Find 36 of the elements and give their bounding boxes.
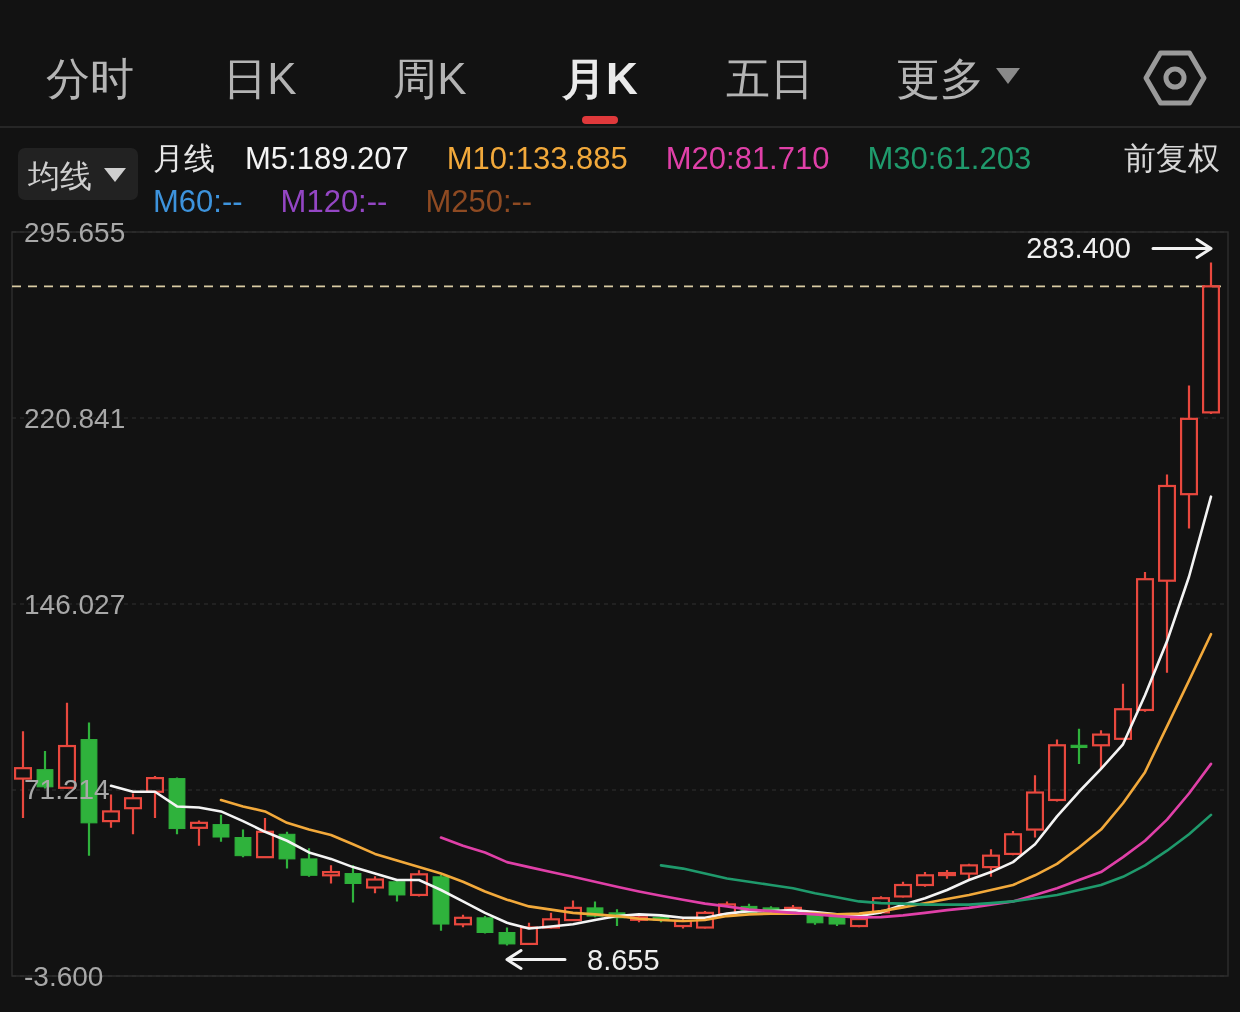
candlestick xyxy=(1157,473,1177,674)
candlestick xyxy=(1091,729,1111,770)
text: M30:61.203 xyxy=(867,140,1032,176)
candlestick xyxy=(1201,261,1221,414)
y-tick-label: 146.027 xyxy=(24,588,126,620)
text: 更多 xyxy=(896,53,984,103)
annotation: 283.400 xyxy=(1026,232,1131,265)
line-series xyxy=(219,632,1213,923)
candlestick xyxy=(1113,682,1133,740)
text: 日K xyxy=(223,53,297,103)
text: 周K xyxy=(393,53,467,103)
text: 分时 xyxy=(46,53,134,103)
legend-label: M120:-- xyxy=(280,183,388,219)
legend-label: M250:-- xyxy=(425,183,533,219)
y-tick-label: 220.841 xyxy=(24,402,126,434)
text: M20:81.710 xyxy=(665,140,830,176)
y-tick-label: 295.655 xyxy=(24,216,126,248)
candlestick xyxy=(189,819,209,847)
text: 五日 xyxy=(726,53,814,103)
annotation: 8.655 xyxy=(587,943,660,976)
y-tick-label: -3.600 xyxy=(24,960,104,992)
candlestick xyxy=(145,775,165,819)
line-series xyxy=(439,762,1213,919)
candlestick xyxy=(1025,774,1045,839)
line-series xyxy=(659,813,1213,906)
text: M10:133.885 xyxy=(446,140,628,176)
candlestick xyxy=(344,864,362,904)
candlestick xyxy=(1179,384,1199,530)
legend-label: M60:-- xyxy=(153,183,243,219)
legend-title: 月线 xyxy=(153,140,215,176)
candlestick xyxy=(123,792,143,836)
text: 月K xyxy=(561,53,639,103)
candlestick xyxy=(1070,727,1088,766)
text: M5:189.207 xyxy=(245,140,409,176)
text: 前复权 xyxy=(1124,140,1220,176)
text: 均线 xyxy=(27,158,92,194)
